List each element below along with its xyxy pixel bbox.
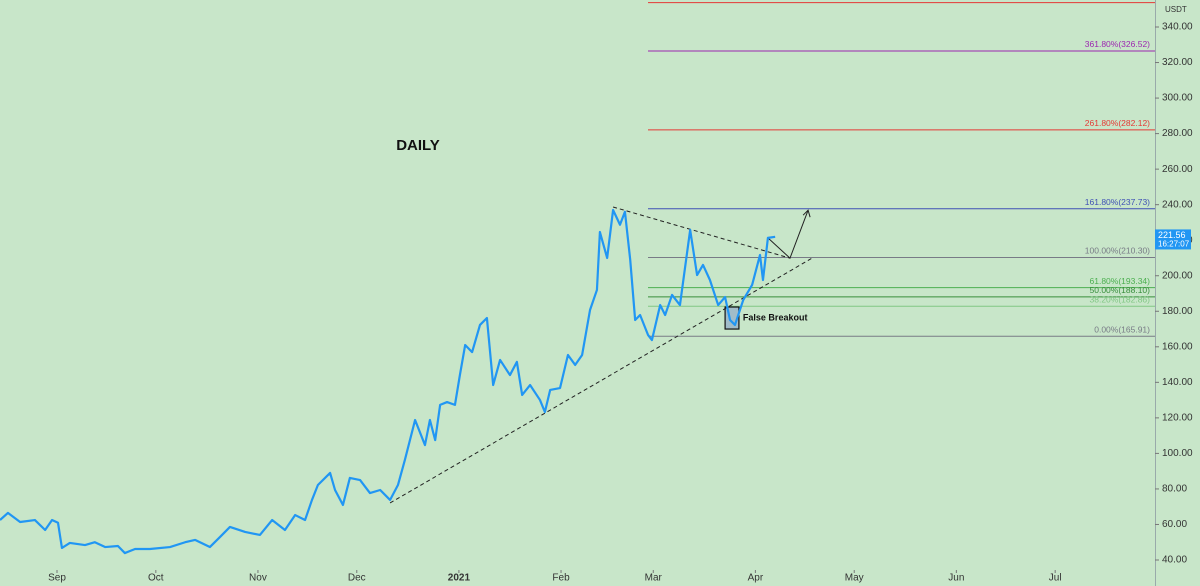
chart-title: DAILY (396, 137, 440, 154)
y-tick-label: 320.00 (1162, 57, 1193, 68)
fib-label: 161.80%(237.73) (1085, 197, 1150, 207)
y-tick-label: 180.00 (1162, 306, 1193, 317)
x-tick-label: Feb (552, 573, 570, 584)
annotation-text: False Breakout (743, 312, 808, 322)
y-tick-label: 340.00 (1162, 22, 1193, 33)
y-tick-label: 260.00 (1162, 164, 1193, 175)
x-tick-label: Sep (48, 573, 66, 584)
fib-label: 0.00%(165.91) (1094, 325, 1150, 335)
projection-arrow (767, 210, 809, 260)
y-tick-label: 280.00 (1162, 128, 1193, 139)
x-tick-label: Jul (1049, 573, 1062, 584)
x-tick-label: 2021 (448, 573, 471, 584)
y-tick-label: 140.00 (1162, 377, 1193, 388)
trendline (389, 257, 813, 504)
last-price-box (1155, 229, 1191, 250)
x-tick-label: Oct (148, 573, 164, 584)
y-tick-label: 300.00 (1162, 93, 1193, 104)
fib-label: 361.80%(326.52) (1085, 39, 1150, 49)
y-tick-label: 40.00 (1162, 555, 1187, 566)
last-price-label: 221.56 (1158, 230, 1186, 240)
x-tick-label: Nov (249, 573, 267, 584)
price-line (0, 208, 776, 555)
y-tick-label: 200.00 (1162, 270, 1193, 281)
y-tick-label: 60.00 (1162, 519, 1187, 530)
x-tick-label: May (845, 573, 864, 584)
y-axis-unit: USDT (1165, 5, 1187, 14)
y-tick-label: 100.00 (1162, 448, 1193, 459)
fib-label: 261.80%(282.12) (1085, 118, 1150, 128)
y-tick-label: 120.00 (1162, 413, 1193, 424)
arrow-head (802, 209, 811, 218)
last-price-time: 16:27:07 (1158, 240, 1190, 249)
x-tick-label: Apr (748, 573, 764, 584)
fib-label: 61.80%(193.34) (1090, 276, 1151, 286)
x-tick-label: Jun (948, 573, 964, 584)
fib-label: 38.20%(182.86) (1090, 294, 1151, 304)
fib-label: 100.00%(210.30) (1085, 246, 1150, 256)
fib-label: 50.00%(188.10) (1090, 285, 1151, 295)
y-tick-label: 80.00 (1162, 484, 1187, 495)
y-tick-label: 240.00 (1162, 199, 1193, 210)
y-tick-label: 160.00 (1162, 341, 1193, 352)
x-tick-label: Dec (348, 573, 366, 584)
trendline (612, 206, 791, 259)
x-tick-label: Mar (645, 573, 663, 584)
